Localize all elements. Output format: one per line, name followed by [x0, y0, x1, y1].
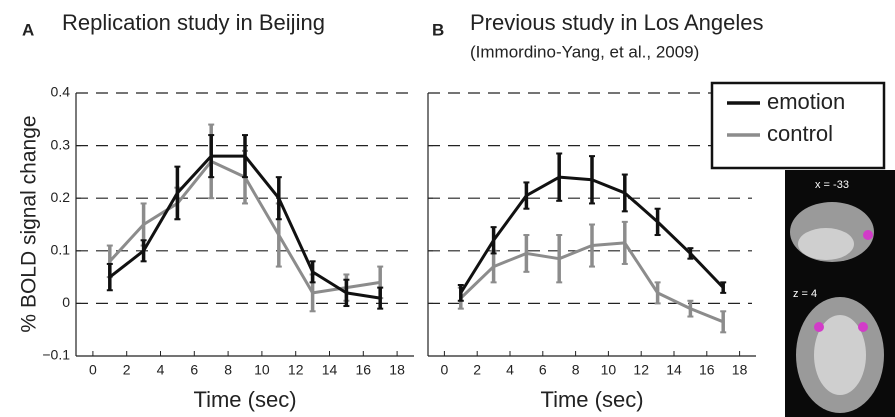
y-axis-label: % BOLD signal change [18, 115, 41, 332]
x-tick-label: 12 [288, 362, 304, 378]
x-axis-label: Time (sec) [193, 387, 296, 412]
y-tick-label: 0.4 [51, 84, 71, 100]
y-tick-label: −0.1 [42, 347, 70, 363]
activation-spot [814, 322, 824, 332]
panel-letter: B [432, 20, 444, 39]
x-tick-label: 8 [572, 362, 580, 378]
y-tick-label: 0.2 [51, 189, 71, 205]
x-tick-label: 0 [89, 362, 97, 378]
legend-label: emotion [767, 89, 845, 114]
legend-label: control [767, 121, 833, 146]
inset-label: x = -33 [815, 179, 849, 191]
inset-label: z = 4 [793, 288, 817, 300]
activation-spot [858, 322, 868, 332]
series-line [459, 241, 724, 324]
y-tick-label: 0.1 [51, 242, 71, 258]
x-tick-label: 10 [601, 362, 617, 378]
y-tick-label: 0.3 [51, 136, 71, 152]
x-tick-label: 16 [699, 362, 715, 378]
x-tick-label: 2 [123, 362, 131, 378]
x-tick-label: 4 [506, 362, 514, 378]
chart-title: Previous study in Los Angeles [470, 10, 764, 35]
x-tick-label: 6 [190, 362, 198, 378]
x-tick-label: 18 [389, 362, 405, 378]
x-tick-label: 8 [224, 362, 232, 378]
series-line [108, 154, 381, 300]
y-tick-label: 0 [62, 294, 70, 310]
x-tick-label: 10 [254, 362, 270, 378]
x-tick-label: 14 [322, 362, 338, 378]
chart-subtitle: (Immordino-Yang, et al., 2009) [470, 42, 699, 61]
activation-spot [863, 230, 873, 240]
brain-axial-inner [814, 315, 866, 395]
x-axis-label: Time (sec) [540, 387, 643, 412]
chart-title: Replication study in Beijing [62, 10, 325, 35]
series-line [459, 175, 725, 294]
x-tick-label: 2 [473, 362, 481, 378]
x-tick-label: 18 [732, 362, 748, 378]
legend-box [710, 81, 886, 170]
x-tick-label: 0 [441, 362, 449, 378]
x-tick-label: 14 [666, 362, 682, 378]
brain-sagittal-inner [798, 228, 854, 260]
x-tick-label: 6 [539, 362, 547, 378]
x-tick-label: 16 [356, 362, 372, 378]
panel-letter: A [22, 20, 34, 39]
x-tick-label: 4 [157, 362, 165, 378]
x-tick-label: 12 [633, 362, 649, 378]
